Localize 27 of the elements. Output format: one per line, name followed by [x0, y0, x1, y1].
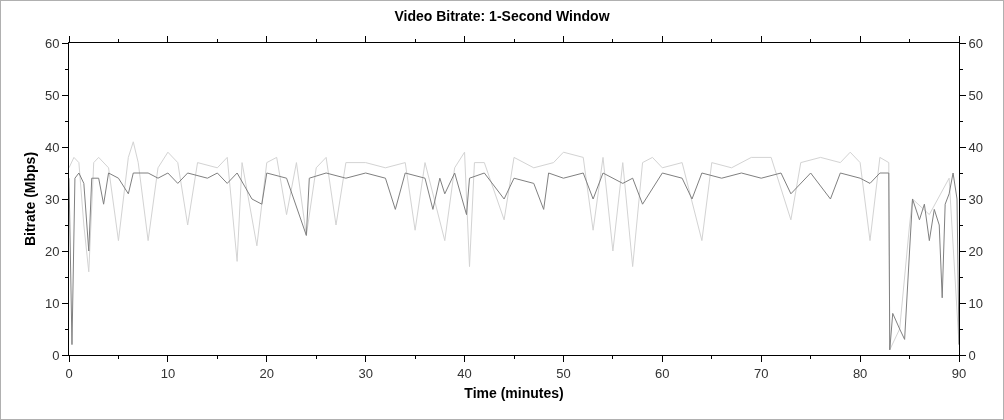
x-tick-label: 10 [160, 365, 176, 381]
x-tick-label: 70 [753, 365, 769, 381]
y2-tick-label: 30 [968, 191, 984, 207]
y2-tick-label: 60 [968, 35, 984, 51]
y-tick-label: 20 [44, 243, 60, 259]
y2-tick-label: 40 [968, 139, 984, 155]
y-tick-label: 30 [44, 191, 60, 207]
y-tick-label: 40 [44, 139, 60, 155]
x-tick-label: 60 [655, 365, 670, 381]
x-tick-label: 30 [358, 365, 373, 381]
y2-tick-label: 50 [968, 87, 984, 103]
x-axis-title: Time (minutes) [464, 384, 564, 401]
y-tick-label: 50 [44, 87, 60, 103]
x-tick-label: 50 [556, 365, 571, 381]
y2-tick-label: 0 [968, 347, 976, 363]
x-tick-label: 0 [65, 365, 73, 381]
y-tick-label: 60 [44, 35, 60, 51]
y-axis-title: Bitrate (Mbps) [21, 151, 38, 247]
chart-title: Video Bitrate: 1-Second Window [394, 8, 610, 25]
x-tick-label: 90 [951, 365, 967, 381]
y2-tick-label: 20 [968, 243, 984, 259]
y2-tick-label: 10 [968, 295, 984, 311]
x-tick-label: 20 [259, 365, 275, 381]
y-tick-label: 0 [52, 347, 60, 363]
y-tick-label: 10 [44, 295, 60, 311]
x-tick-label: 40 [457, 365, 472, 381]
x-tick-label: 80 [852, 365, 868, 381]
